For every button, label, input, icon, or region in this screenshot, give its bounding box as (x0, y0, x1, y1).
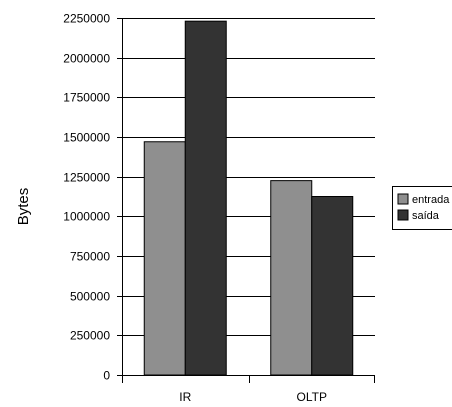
legend-swatch-entrada (397, 193, 409, 205)
bar-saída-IR (184, 20, 227, 376)
y-tick-label: 2000000 (63, 52, 110, 66)
y-tick-label: 1250000 (63, 171, 110, 185)
y-tick-label: 250000 (70, 329, 110, 343)
legend-label: entrada (412, 194, 450, 206)
bar-entrada-OLTP (270, 180, 313, 376)
legend-box (392, 186, 452, 230)
legend-swatch-saída (397, 209, 409, 221)
y-tick-label: 1500000 (63, 131, 110, 145)
axes (117, 18, 375, 383)
tick-labels: 0 250000 500000 750000 1000000 1250000 1500000… (63, 12, 327, 405)
x-tick-label: OLTP (297, 390, 327, 404)
bar-saída-OLTP (311, 196, 354, 376)
x-tick-label: IR (179, 390, 191, 404)
legend: entrada saída (392, 186, 452, 230)
y-tick-label: 1000000 (63, 210, 110, 224)
y-tick-label: 1750000 (63, 91, 110, 105)
y-tick-label: 500000 (70, 290, 110, 304)
bar-entrada-IR (143, 141, 186, 376)
bars (143, 20, 354, 376)
y-tick-label: 750000 (70, 250, 110, 264)
legend-label: saída (412, 210, 440, 222)
y-axis-title: Bytes (15, 188, 32, 226)
y-tick-label: 2250000 (63, 12, 110, 26)
y-tick-label: 0 (103, 369, 110, 383)
